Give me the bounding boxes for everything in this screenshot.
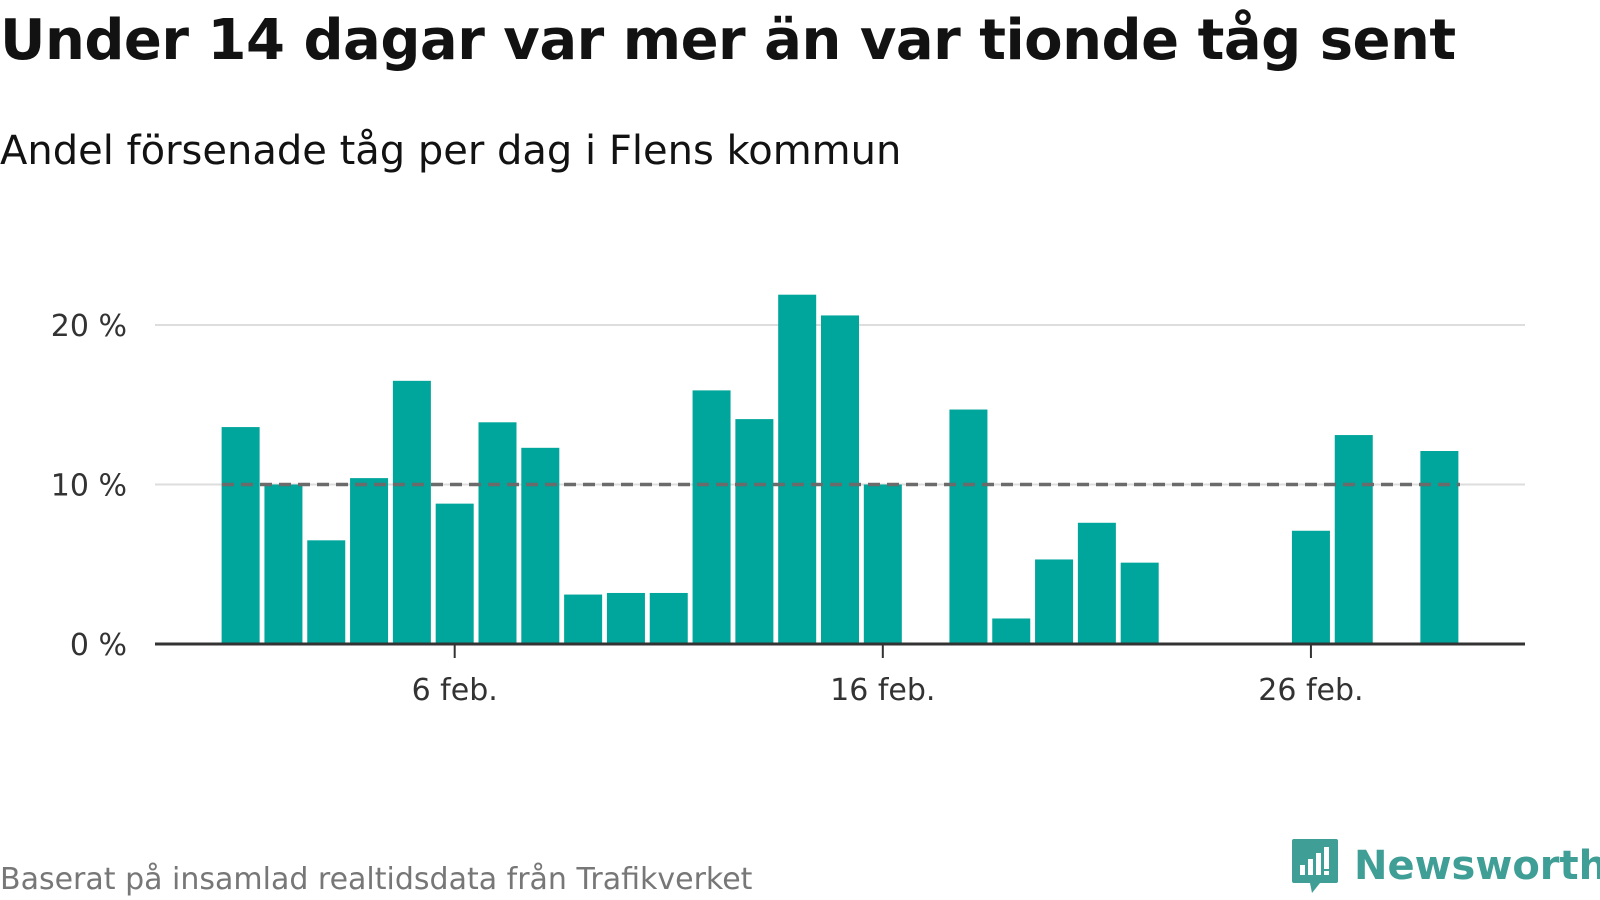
bar (221, 427, 260, 644)
x-ticks: 6 feb. 16 feb. 26 feb. (412, 644, 1364, 708)
bar (392, 380, 431, 644)
x-tick-label: 6 feb. (412, 673, 498, 708)
bar (649, 592, 688, 644)
x-tick-label: 26 feb. (1258, 673, 1363, 708)
bar (307, 540, 346, 644)
bar (1334, 435, 1373, 644)
bar (264, 484, 303, 644)
bar (564, 594, 603, 644)
bar (350, 478, 389, 644)
bar (863, 484, 902, 644)
brand-name: Newsworthy (1354, 843, 1600, 889)
bar (521, 447, 560, 644)
bar (606, 592, 645, 644)
bar (778, 294, 817, 644)
newsworthy-logo-icon (1292, 839, 1338, 893)
bar (1077, 522, 1116, 644)
bar (478, 422, 517, 644)
x-tick-label: 16 feb. (830, 673, 935, 708)
newsworthy-brand[interactable]: Newsworthy (1290, 839, 1600, 893)
bar (1291, 530, 1330, 644)
bar (1035, 559, 1074, 644)
bar (435, 503, 474, 644)
y-tick-label: 10 % (51, 469, 127, 504)
bar (692, 390, 731, 644)
bar (1120, 562, 1159, 644)
bar (735, 419, 774, 644)
chart-subtitle: Andel försenade tåg per dag i Flens komm… (0, 128, 902, 174)
y-tick-labels: 0 % 10 % 20 % (51, 309, 127, 663)
bar (1420, 451, 1459, 644)
y-tick-label: 0 % (70, 628, 127, 663)
chart-title: Under 14 dagar var mer än var tionde tåg… (0, 8, 1456, 73)
y-tick-label: 20 % (51, 309, 127, 344)
source-note: Baserat på insamlad realtidsdata från Tr… (0, 862, 753, 897)
bar (949, 409, 988, 644)
bars (221, 294, 1459, 644)
bar (992, 618, 1031, 644)
bar (821, 315, 859, 644)
